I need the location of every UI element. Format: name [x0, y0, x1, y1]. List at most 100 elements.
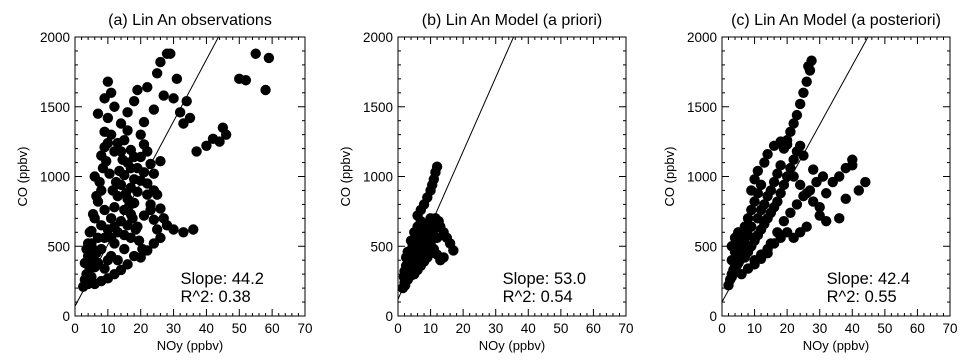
data-point	[778, 179, 790, 191]
chart-title: (b) Lin An Model (a priori)	[422, 12, 603, 29]
data-point	[142, 146, 153, 157]
y-tick-label: 2000	[363, 30, 393, 45]
x-tick-label: 70	[942, 321, 957, 336]
data-point	[798, 150, 809, 161]
data-point	[107, 185, 118, 196]
y-tick-label: 1000	[363, 170, 393, 185]
data-point	[834, 171, 845, 182]
data-point	[788, 154, 799, 165]
data-point	[438, 252, 449, 263]
data-point	[847, 160, 858, 171]
data-point	[178, 227, 189, 238]
r2-annotation: R^2: 0.38	[181, 288, 251, 306]
data-point	[448, 245, 459, 256]
data-point	[138, 116, 150, 128]
data-point	[148, 214, 160, 225]
data-point	[115, 118, 127, 129]
data-point	[109, 221, 120, 232]
y-tick-label: 1000	[687, 170, 717, 185]
data-point	[119, 229, 130, 241]
data-point	[142, 82, 153, 93]
data-point	[405, 235, 417, 246]
y-tick-label: 1500	[363, 100, 393, 115]
data-point	[785, 162, 796, 174]
data-point	[400, 252, 412, 263]
data-point	[181, 95, 192, 107]
data-point	[128, 151, 140, 163]
data-point	[413, 227, 425, 238]
data-point	[128, 95, 140, 107]
x-tick-label: 20	[456, 321, 471, 336]
data-point	[120, 188, 132, 199]
data-point	[808, 164, 819, 175]
data-point	[112, 255, 123, 266]
data-point	[142, 189, 153, 200]
data-point	[762, 190, 773, 202]
data-point	[250, 48, 261, 59]
data-point	[729, 232, 741, 244]
y-axis-label: CO (ppbv)	[662, 147, 677, 207]
data-point	[125, 162, 137, 174]
x-tick-label: 30	[166, 321, 181, 336]
data-point	[174, 107, 186, 118]
data-point	[115, 146, 127, 157]
data-point	[762, 148, 773, 160]
data-point	[81, 243, 92, 255]
data-point	[122, 107, 133, 118]
y-tick-label: 1500	[40, 100, 70, 115]
data-point	[145, 204, 156, 216]
x-tick-label: 0	[718, 321, 726, 336]
data-point	[788, 118, 799, 129]
x-tick-label: 20	[133, 321, 148, 336]
x-tick-label: 10	[747, 321, 762, 336]
data-point	[803, 61, 814, 72]
y-tick-label: 0	[385, 309, 393, 324]
data-point	[798, 87, 809, 99]
data-point	[746, 221, 757, 232]
data-point	[191, 146, 202, 157]
data-point	[148, 168, 160, 179]
data-point	[125, 208, 137, 220]
data-point	[791, 199, 803, 210]
data-point	[801, 76, 812, 87]
x-tick-label: 40	[845, 321, 860, 336]
data-point	[263, 52, 275, 64]
data-point	[755, 204, 767, 216]
y-tick-label: 0	[62, 309, 70, 324]
chart-title: (c) Lin An Model (a posteriori)	[731, 12, 941, 29]
data-point	[155, 203, 166, 214]
x-tick-label: 30	[812, 321, 827, 336]
data-point	[788, 232, 799, 244]
data-point	[94, 176, 105, 188]
data-point	[425, 248, 436, 259]
data-point	[135, 252, 146, 263]
x-tick-label: 30	[488, 321, 503, 336]
data-point	[752, 165, 764, 177]
data-point	[217, 122, 229, 133]
chart-panel-1: 0 10 20 30 40 50 60 70 0 500 1000 1500 2000 (a) Lin A…	[15, 12, 313, 353]
data-point	[775, 160, 786, 171]
data-point	[135, 129, 146, 140]
data-point	[168, 224, 179, 235]
y-axis-label: CO (ppbv)	[338, 147, 353, 207]
x-tick-label: 70	[297, 321, 312, 336]
data-point	[96, 220, 107, 231]
data-point	[99, 263, 110, 274]
data-point	[804, 185, 816, 196]
scatter-points	[398, 161, 459, 294]
data-point	[853, 185, 864, 196]
x-tick-label: 40	[521, 321, 536, 336]
x-tick-label: 60	[265, 321, 280, 336]
data-point	[102, 112, 114, 124]
data-point	[91, 190, 102, 202]
data-point	[746, 185, 757, 196]
data-point	[794, 140, 806, 152]
x-tick-label: 10	[100, 321, 115, 336]
x-tick-label: 50	[232, 321, 247, 336]
data-point	[92, 108, 104, 119]
data-point	[814, 201, 825, 213]
data-point	[158, 90, 169, 101]
x-tick-label: 70	[618, 321, 633, 336]
data-point	[860, 176, 871, 188]
chart-panel-2: 0 10 20 30 40 50 60 70 0 500 1000 1500 2000 (b) Lin A…	[338, 12, 634, 353]
